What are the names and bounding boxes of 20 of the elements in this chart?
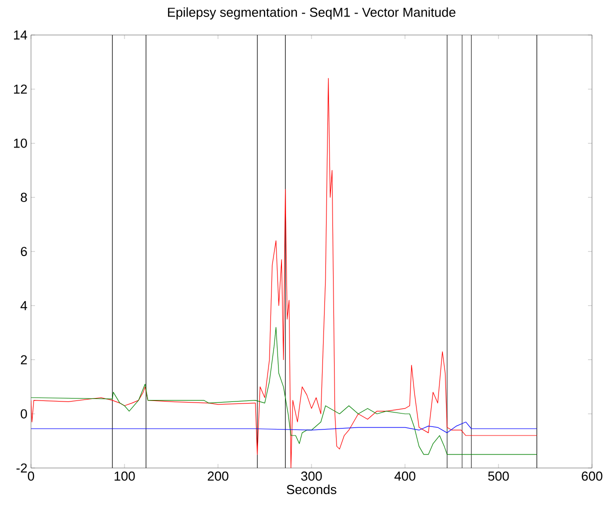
y-tick-label: 10 xyxy=(14,138,27,148)
x-tick-label: 500 xyxy=(488,472,509,481)
x-axis-title: Seconds xyxy=(286,484,336,494)
x-tick-label: 100 xyxy=(114,472,135,481)
y-tick-label: 14 xyxy=(14,30,28,40)
y-tick-label: 4 xyxy=(20,301,28,310)
line-series xyxy=(31,326,538,455)
line-series xyxy=(31,422,538,434)
y-tick-label: -2 xyxy=(16,463,27,473)
y-tick-label: 8 xyxy=(20,192,27,202)
y-tick-label: 0 xyxy=(20,409,27,418)
y-tick-label: 2 xyxy=(20,355,27,364)
y-tick-label: 12 xyxy=(14,84,27,94)
x-tick-label: 400 xyxy=(394,472,416,481)
x-tick-label: 0 xyxy=(28,472,34,481)
chart-title: Epilepsy segmentation - SeqM1 - Vector Manitude xyxy=(168,7,456,20)
x-tick-label: 600 xyxy=(582,472,602,481)
x-tick-label: 300 xyxy=(301,472,322,481)
x-tick-label: 200 xyxy=(208,472,228,481)
y-tick-label: 6 xyxy=(20,246,27,256)
